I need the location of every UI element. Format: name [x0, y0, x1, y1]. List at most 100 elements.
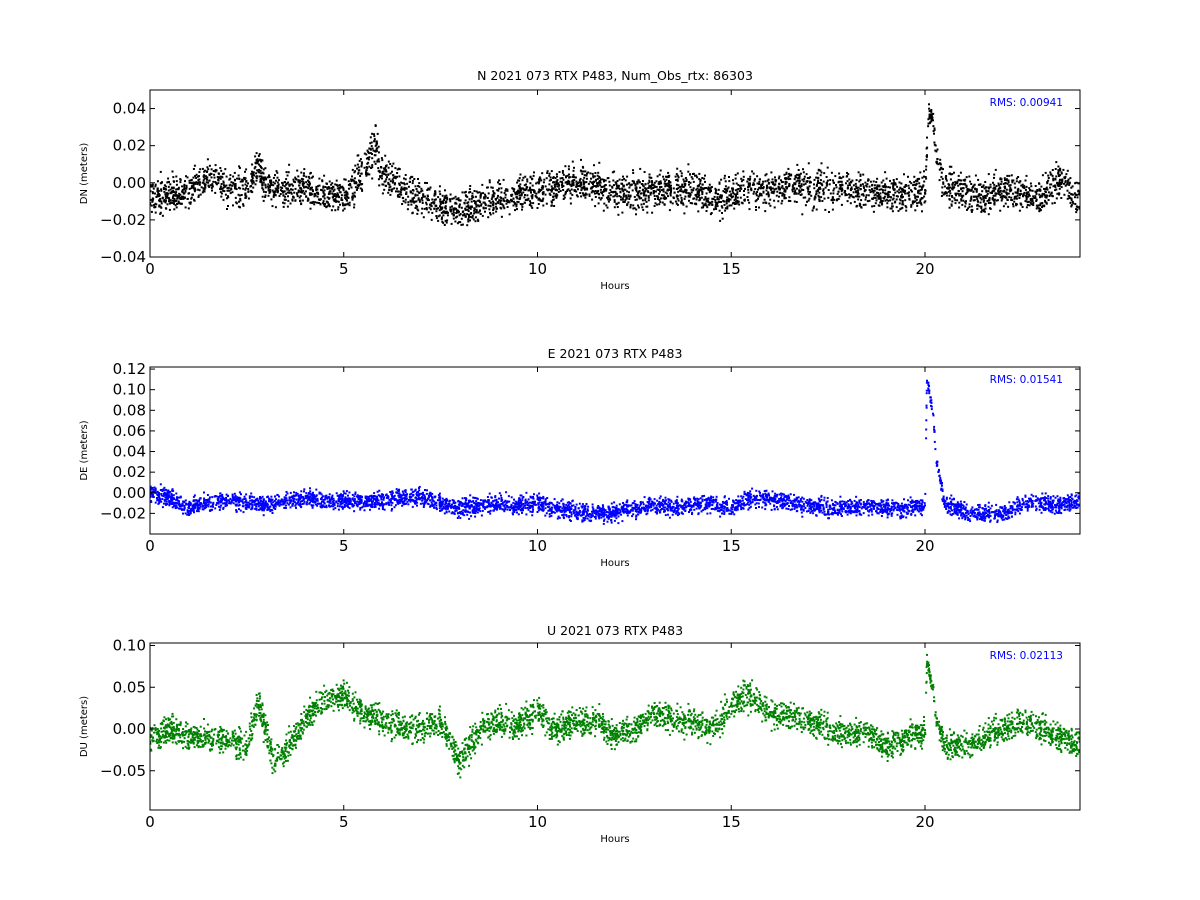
- data-point: [873, 189, 876, 192]
- data-point: [1054, 178, 1057, 181]
- data-point: [338, 184, 341, 187]
- data-point: [811, 505, 814, 508]
- data-point: [719, 219, 722, 222]
- data-point: [469, 215, 472, 218]
- data-point: [680, 200, 683, 203]
- data-point: [391, 508, 393, 510]
- data-point: [241, 178, 244, 181]
- data-point: [716, 203, 719, 205]
- data-point: [885, 185, 887, 188]
- data-point: [382, 172, 385, 175]
- data-point: [696, 176, 699, 179]
- data-point: [558, 171, 561, 173]
- data-point: [741, 499, 744, 502]
- data-point: [855, 179, 858, 182]
- data-point: [336, 192, 339, 195]
- data-point: [947, 186, 950, 189]
- data-point: [736, 199, 739, 202]
- data-point: [229, 177, 232, 180]
- data-point: [918, 182, 921, 185]
- data-point: [576, 188, 579, 191]
- data-point: [409, 190, 412, 193]
- data-point: [769, 198, 772, 201]
- data-point: [389, 172, 392, 175]
- panel-north-plot: 0 5 10 15 200.040.020.00−0.02−0.04: [100, 89, 1081, 278]
- data-point: [489, 512, 492, 515]
- data-point: [428, 188, 431, 191]
- data-point: [159, 205, 162, 208]
- data-point: [692, 189, 695, 192]
- data-point: [262, 190, 265, 193]
- data-point: [255, 172, 258, 175]
- data-point: [964, 205, 967, 208]
- panel-north-annotation: RMS: 0.00941: [990, 97, 1063, 109]
- data-point: [658, 181, 661, 183]
- data-point: [1066, 181, 1069, 184]
- data-point: [788, 174, 791, 177]
- data-point: [179, 193, 182, 196]
- data-point: [1008, 188, 1011, 191]
- data-point: [839, 187, 842, 190]
- data-point: [616, 184, 619, 187]
- data-point: [1007, 512, 1010, 515]
- data-point: [213, 173, 216, 176]
- data-point: [193, 188, 196, 191]
- data-point: [370, 141, 373, 144]
- data-point: [1013, 195, 1016, 198]
- data-point: [826, 179, 829, 182]
- data-point: [442, 202, 444, 205]
- data-point: [667, 501, 670, 504]
- data-point: [189, 181, 192, 184]
- data-point: [346, 191, 349, 194]
- data-point: [240, 194, 243, 196]
- data-point: [286, 174, 289, 177]
- data-point: [714, 201, 717, 204]
- data-point: [537, 203, 540, 205]
- data-point: [762, 201, 765, 204]
- data-point: [335, 200, 338, 203]
- data-point: [495, 508, 498, 511]
- data-point: [732, 182, 735, 185]
- data-point: [1059, 178, 1061, 181]
- data-point: [1016, 188, 1019, 191]
- data-point: [237, 205, 240, 208]
- data-point: [413, 178, 416, 180]
- data-point: [291, 188, 294, 191]
- data-point: [701, 202, 704, 205]
- data-point: [662, 194, 665, 197]
- data-point: [553, 498, 556, 501]
- data-point: [1025, 198, 1028, 201]
- data-point: [367, 161, 370, 164]
- data-point: [1055, 188, 1058, 191]
- data-point: [965, 184, 968, 187]
- data-point: [621, 188, 624, 191]
- data-point: [740, 180, 743, 183]
- data-point: [202, 175, 205, 178]
- data-point: [482, 201, 485, 204]
- data-point: [857, 192, 860, 195]
- data-point: [622, 190, 625, 193]
- data-point: [756, 182, 759, 185]
- data-point: [1023, 184, 1026, 187]
- data-point: [634, 184, 637, 187]
- data-point: [191, 182, 193, 185]
- data-point: [758, 180, 761, 183]
- data-point: [561, 184, 563, 186]
- data-point: [213, 176, 216, 179]
- data-point: [527, 498, 530, 501]
- data-point: [1011, 505, 1014, 508]
- data-point: [451, 212, 454, 215]
- data-point: [720, 178, 723, 181]
- data-point: [314, 193, 317, 196]
- data-point: [604, 184, 607, 186]
- data-point: [452, 217, 455, 220]
- data-point: [945, 191, 948, 194]
- data-point: [827, 189, 830, 191]
- data-point: [727, 198, 730, 201]
- data-point: [1002, 182, 1005, 185]
- data-point: [978, 194, 981, 197]
- data-point: [641, 199, 644, 202]
- data-point: [225, 175, 228, 178]
- data-point: [1068, 195, 1071, 198]
- data-point: [1052, 177, 1055, 180]
